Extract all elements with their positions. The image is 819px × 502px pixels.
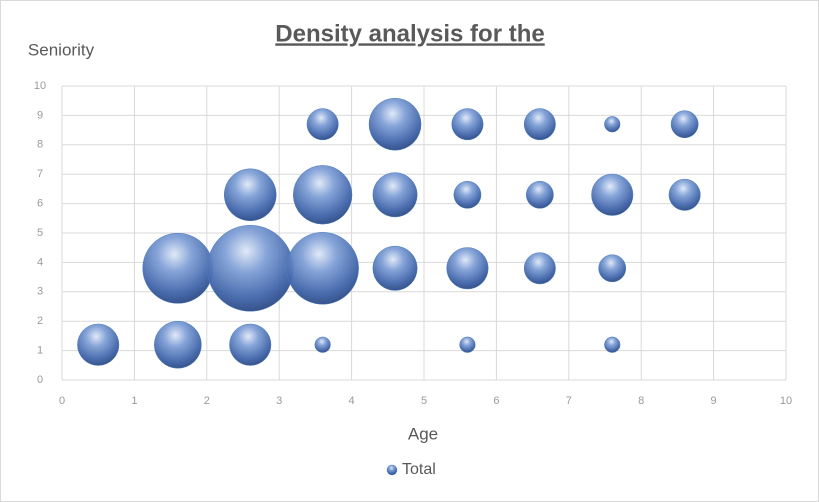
chart-title: Density analysis for the: [275, 20, 544, 47]
y-axis-label: Seniority: [28, 40, 95, 59]
bubble: [206, 225, 294, 312]
x-tick-label: 7: [566, 395, 572, 407]
x-tick-label: 6: [493, 395, 499, 407]
y-tick-label: 8: [37, 139, 43, 151]
bubble: [604, 336, 621, 353]
y-tick-label: 4: [37, 256, 43, 268]
y-tick-label: 10: [34, 80, 46, 92]
bubble: [604, 116, 621, 133]
x-tick-label: 1: [131, 395, 137, 407]
y-tick-label: 5: [37, 227, 43, 239]
bubble: [523, 252, 556, 285]
x-tick-label: 0: [59, 395, 65, 407]
y-tick-label: 3: [37, 286, 43, 298]
bubble: [293, 165, 353, 225]
y-tick-label: 9: [37, 109, 43, 121]
x-tick-label: 3: [276, 395, 282, 407]
x-tick-label: 2: [204, 395, 210, 407]
bubble: [223, 168, 277, 222]
x-tick-label: 8: [638, 395, 644, 407]
bubble: [372, 245, 418, 291]
y-tick-label: 6: [37, 198, 43, 210]
bubble: [372, 172, 418, 218]
bubble: [668, 178, 701, 211]
bubble: [598, 254, 627, 283]
x-axis-label: Age: [408, 424, 438, 443]
bubble: [446, 247, 489, 290]
legend-marker: [386, 464, 398, 476]
x-tick-label: 10: [780, 395, 792, 407]
bubble: [523, 108, 556, 141]
bubble: [453, 180, 482, 209]
bubble: [142, 232, 214, 304]
y-tick-label: 1: [37, 345, 43, 357]
x-tick-label: 4: [349, 395, 355, 407]
bubble: [306, 108, 339, 141]
bubble: [451, 108, 484, 141]
legend-label: Total: [402, 461, 436, 478]
x-tick-label: 9: [711, 395, 717, 407]
bubble: [77, 323, 120, 366]
y-tick-label: 2: [37, 315, 43, 327]
bubble: [368, 97, 422, 151]
y-tick-label: 7: [37, 168, 43, 180]
bubble: [286, 232, 359, 305]
bubble: [229, 323, 272, 366]
bubble: [154, 320, 202, 369]
bubble: [525, 180, 554, 209]
x-tick-label: 5: [421, 395, 427, 407]
bubble: [459, 336, 476, 353]
y-tick-label: 0: [37, 374, 43, 386]
bubble: [591, 173, 634, 216]
bubble: [670, 110, 699, 139]
bubble: [314, 336, 331, 353]
